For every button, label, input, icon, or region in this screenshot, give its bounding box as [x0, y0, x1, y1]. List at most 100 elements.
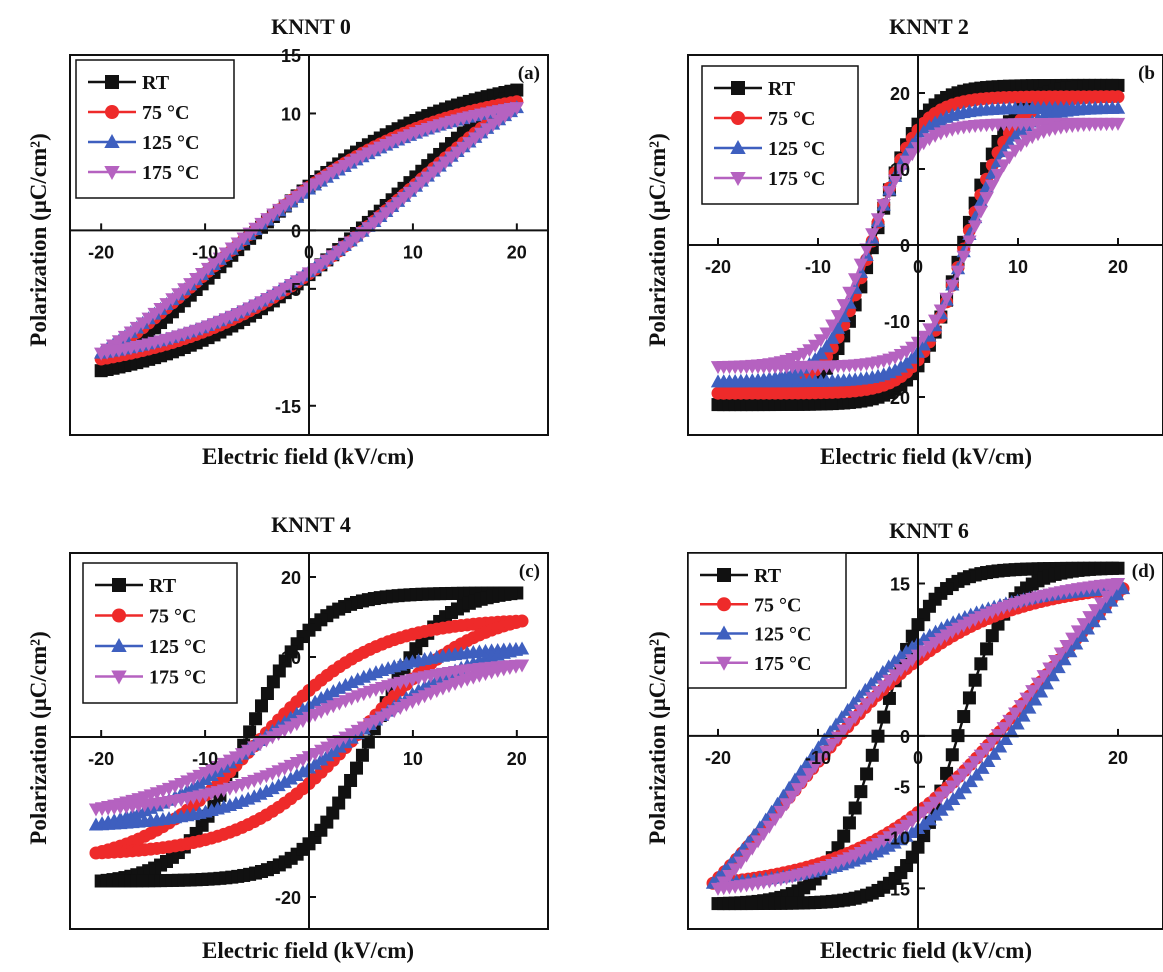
data-point — [756, 828, 771, 842]
data-point — [950, 774, 966, 788]
legend: RT 75 °C 125 °C 175 °C — [75, 59, 235, 199]
y-axis-label: Polarization (μC/cm²) — [26, 631, 51, 844]
panel-title: KNNT 0 — [271, 14, 351, 39]
data-point — [249, 712, 263, 726]
data-point — [975, 760, 990, 774]
data-point — [295, 186, 311, 200]
data-point — [865, 228, 880, 242]
data-point — [933, 633, 949, 647]
data-point — [973, 205, 989, 219]
legend-label: 125 °C — [149, 636, 206, 658]
legend-marker — [730, 172, 746, 187]
data-point — [1027, 692, 1043, 706]
x-tick-label: -10 — [805, 748, 831, 768]
data-point — [979, 742, 994, 756]
data-point — [865, 748, 879, 762]
data-point — [899, 155, 914, 169]
data-point — [234, 748, 250, 762]
data-point — [1093, 597, 1109, 611]
data-point — [508, 660, 524, 674]
data-point — [1076, 618, 1091, 632]
data-point — [796, 775, 811, 789]
data-point — [272, 664, 286, 678]
legend-marker — [112, 608, 126, 623]
data-point — [343, 156, 358, 170]
legend-entry: 75 °C — [88, 102, 189, 124]
legend-label: 75 °C — [149, 606, 196, 628]
data-point — [945, 748, 959, 762]
panel-knnt4: KNNT 4 Electric field (kV/cm) Polarizati… — [26, 512, 549, 963]
data-point — [979, 192, 994, 206]
data-point — [1036, 670, 1051, 684]
data-point — [981, 753, 996, 767]
data-point — [1105, 584, 1120, 598]
data-point — [819, 327, 834, 341]
data-point — [1033, 684, 1049, 698]
data-point — [332, 796, 346, 810]
panel-knnt6: KNNT 6 Electric field (kV/cm) Polarizati… — [645, 518, 1163, 963]
data-point — [916, 330, 931, 344]
data-point — [1105, 100, 1120, 114]
data-point — [781, 780, 797, 794]
data-point — [985, 629, 999, 643]
data-point — [922, 323, 937, 337]
data-point — [956, 250, 971, 264]
data-point — [980, 642, 994, 656]
data-point — [905, 148, 920, 162]
legend-entry: 125 °C — [88, 132, 199, 154]
data-point — [875, 664, 891, 678]
legend-marker — [105, 75, 119, 89]
legend: RT 75 °C 125 °C 175 °C — [701, 65, 859, 205]
legend-entry: RT — [700, 565, 782, 587]
legend-marker — [104, 133, 120, 148]
panel-knnt0: KNNT 0 Electric field (kV/cm) Polarizati… — [26, 14, 549, 469]
data-point — [773, 805, 789, 819]
legend-label: RT — [142, 72, 170, 94]
data-point — [830, 731, 846, 745]
data-point — [344, 773, 358, 787]
plot-area — [705, 561, 1131, 911]
data-point — [1080, 621, 1096, 635]
data-point — [807, 760, 823, 774]
data-point — [905, 850, 919, 864]
legend-box — [82, 562, 238, 704]
data-point — [1105, 78, 1119, 92]
data-point — [842, 286, 857, 300]
x-tick-label: 10 — [403, 749, 423, 769]
legend-entry: 125 °C — [700, 624, 811, 646]
y-tick-label: -10 — [884, 829, 910, 849]
y-axis-label: Polarization (μC/cm²) — [26, 133, 51, 346]
data-point — [1068, 636, 1084, 650]
data-point — [998, 732, 1014, 746]
y-tick-label: -10 — [884, 312, 910, 332]
data-point — [877, 710, 891, 724]
data-point — [1025, 685, 1040, 699]
legend-label: 125 °C — [768, 138, 825, 160]
data-point — [1057, 652, 1072, 666]
data-point — [893, 832, 908, 846]
data-point — [905, 629, 919, 643]
legend-entry: 75 °C — [95, 606, 196, 628]
data-point — [893, 164, 909, 178]
data-point — [968, 673, 982, 687]
data-point — [1045, 668, 1060, 682]
data-point — [950, 622, 966, 636]
legend-entry: 125 °C — [714, 138, 825, 160]
legend-marker — [111, 670, 127, 685]
x-tick-label: -10 — [192, 242, 218, 262]
data-point — [819, 745, 834, 759]
data-point — [1053, 647, 1069, 661]
data-point — [320, 748, 335, 762]
data-point — [802, 344, 817, 358]
legend-marker — [112, 578, 126, 592]
y-tick-label: 15 — [281, 46, 301, 66]
data-point — [799, 756, 814, 770]
legend-entry: 175 °C — [700, 653, 811, 675]
data-point — [945, 626, 960, 640]
panel-title: KNNT 6 — [889, 518, 969, 543]
data-point — [503, 106, 519, 120]
legend-label: RT — [754, 565, 782, 587]
data-point — [278, 654, 292, 668]
legend-marker — [730, 139, 746, 154]
